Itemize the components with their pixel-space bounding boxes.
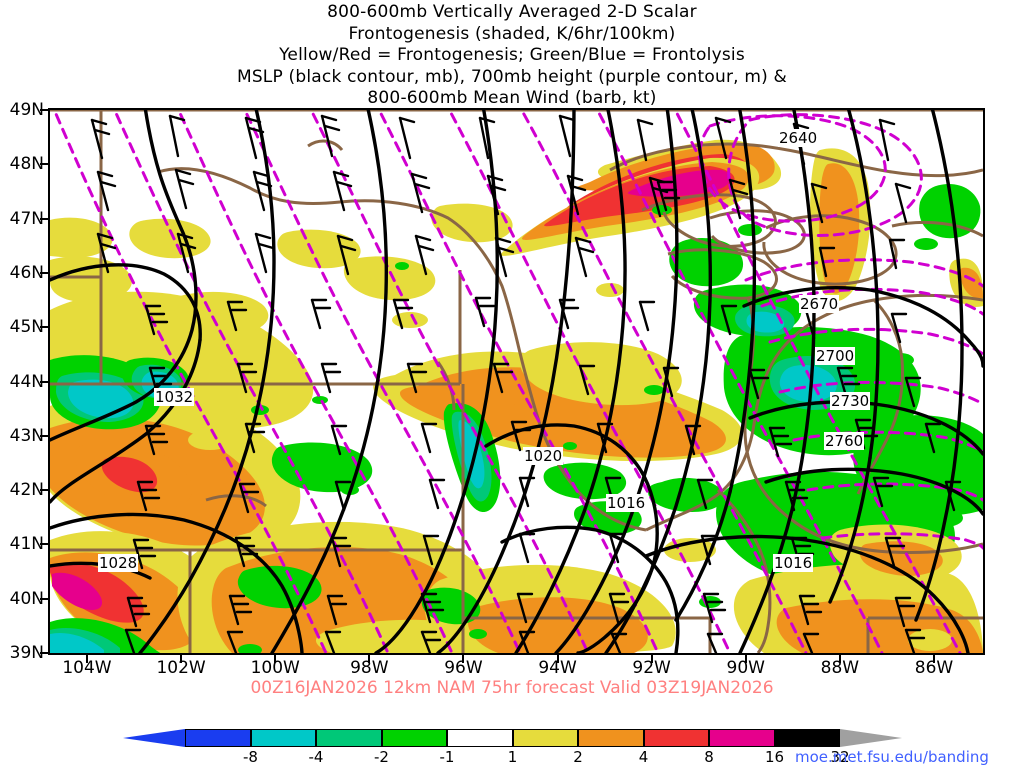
x-axis-label: 104W <box>62 658 112 678</box>
colorbar-over-arrow <box>840 729 902 747</box>
x-axis-tick <box>86 655 88 663</box>
height-label: 2700 <box>815 347 856 365</box>
colorbar-swatch <box>447 729 513 747</box>
colorbar-tick-label: 4 <box>638 748 649 766</box>
y-axis-label: 44N <box>9 371 44 392</box>
x-axis-tick <box>744 655 747 663</box>
mslp-label: 1032 <box>154 388 195 406</box>
y-axis-tick <box>40 271 48 274</box>
title-line-3: Yellow/Red = Frontogenesis; Green/Blue =… <box>279 45 745 65</box>
colorbar-tick-label: -8 <box>243 748 258 766</box>
y-axis-tick <box>40 163 48 166</box>
x-axis-label: 86W <box>914 658 954 678</box>
title-line-2: Frontogenesis (shaded, K/6hr/100km) <box>348 23 676 44</box>
y-axis-label: 45N <box>9 317 44 338</box>
y-axis-label: 42N <box>9 480 44 501</box>
x-axis-tick <box>274 655 277 663</box>
height-label: 2640 <box>778 129 819 147</box>
colorbar-under-arrow <box>123 729 185 747</box>
y-axis-label: 41N <box>9 534 44 555</box>
y-axis-label: 40N <box>9 588 44 609</box>
y-axis-tick <box>40 434 48 437</box>
map-plot-area: 1032 1028 1020 1016 1016 2640 2670 2700 2730 276… <box>48 108 985 655</box>
x-axis-label: 102W <box>156 658 206 678</box>
y-axis-tick <box>40 380 48 383</box>
height-contours-700mb <box>52 110 983 653</box>
y-axis-tick <box>40 326 48 329</box>
y-axis-tick <box>40 217 48 220</box>
title-line-5: 800-600mb Mean Wind (barb, kt) <box>367 88 657 108</box>
y-axis-label: 39N <box>9 643 44 663</box>
colorbar-tick-label: -1 <box>439 748 455 766</box>
y-axis-label: 48N <box>9 154 44 175</box>
x-axis-tick <box>180 655 183 663</box>
x-axis-label: 90W <box>726 658 765 678</box>
title-line-4: MSLP (black contour, mb), 700mb height (… <box>236 66 788 87</box>
mslp-label: 1028 <box>98 554 139 572</box>
x-axis-label: 94W <box>538 658 577 678</box>
colorbar-tick-label: 8 <box>704 748 714 766</box>
watermark-link[interactable]: moe.met.fsu.edu/banding <box>795 748 989 766</box>
colorbar-swatch <box>578 729 644 747</box>
y-axis-label: 46N <box>9 262 44 283</box>
mslp-label: 1020 <box>523 447 564 465</box>
height-label: 2670 <box>799 295 840 313</box>
colorbar-swatch <box>512 729 578 747</box>
x-axis-label: 88W <box>820 658 860 678</box>
colorbar-tick-label: 1 <box>507 748 518 766</box>
colorbar-swatch <box>709 729 775 747</box>
chart-title: 800-600mb Vertically Averaged 2-D Scalar… <box>0 2 1024 110</box>
y-axis-tick <box>40 109 48 111</box>
x-axis-tick <box>556 655 559 663</box>
colorbar-tick-label: -2 <box>374 748 389 766</box>
y-axis-label: 43N <box>9 425 44 446</box>
mslp-label: 1016 <box>606 494 647 512</box>
colorbar-swatch <box>185 729 251 747</box>
x-axis-label: 92W <box>632 658 671 678</box>
forecast-caption: 00Z16JAN2026 12km NAM 75hr forecast Vali… <box>250 678 774 698</box>
mslp-label: 1016 <box>773 554 814 572</box>
y-axis-tick <box>40 597 48 600</box>
colorbar-swatch <box>316 729 382 747</box>
y-axis-tick <box>40 543 48 546</box>
x-axis-label: 96W <box>444 658 483 678</box>
colorbar-tick-label: 2 <box>573 748 583 766</box>
colorbar-tick-label: 32 <box>830 748 850 766</box>
x-axis-tick <box>933 655 935 663</box>
x-axis-tick <box>462 655 465 663</box>
y-axis-label: 49N <box>9 100 44 120</box>
colorbar: -8 -4 -2 -1 1 2 4 8 16 32 <box>123 729 902 766</box>
title-line-1: 800-600mb Vertically Averaged 2-D Scalar <box>327 2 697 22</box>
wind-barbs <box>90 114 962 653</box>
colorbar-swatch <box>774 729 840 747</box>
height-label: 2760 <box>824 432 865 450</box>
y-axis-tick <box>40 489 48 492</box>
colorbar-tick-label: -4 <box>308 748 324 766</box>
y-axis-label: 47N <box>9 208 44 229</box>
colorbar-swatch <box>250 729 316 747</box>
colorbar-swatch <box>643 729 709 747</box>
colorbar-tick-label: 16 <box>764 748 785 766</box>
x-axis-tick <box>838 655 841 663</box>
colorbar-swatch <box>381 729 447 747</box>
map-canvas <box>50 110 983 653</box>
mslp-contours <box>50 110 983 653</box>
x-axis-tick <box>368 655 371 663</box>
x-axis-tick <box>650 655 653 663</box>
y-axis-tick <box>40 652 48 654</box>
x-axis-label: 100W <box>250 658 300 678</box>
height-label: 2730 <box>830 392 871 410</box>
x-axis-label: 98W <box>350 658 389 678</box>
